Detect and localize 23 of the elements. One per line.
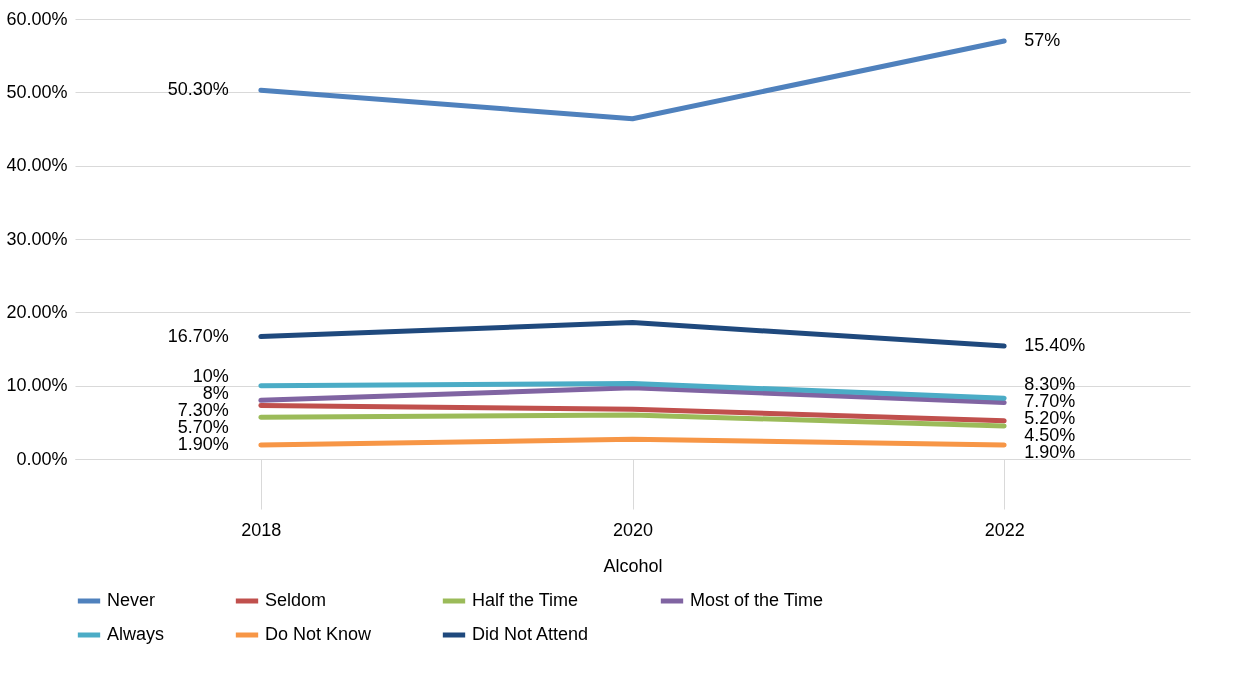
legend-label: Do Not Know <box>265 624 373 644</box>
legend-label: Half the Time <box>472 590 579 610</box>
x-axis-title: Alcohol <box>603 555 663 576</box>
y-tick-label: 50.00% <box>6 81 68 102</box>
legend-label: Never <box>107 590 156 610</box>
data-label: 1.90% <box>177 434 229 455</box>
y-tick-label: 0.00% <box>16 448 68 469</box>
x-tick-label: 2018 <box>241 519 282 540</box>
y-tick-label: 10.00% <box>6 375 68 396</box>
data-label: 16.70% <box>167 325 229 346</box>
x-tick-label: 2022 <box>984 519 1025 540</box>
y-tick-label: 60.00% <box>6 8 68 29</box>
y-tick-label: 30.00% <box>6 228 68 249</box>
data-label: 50.30% <box>167 79 229 100</box>
y-tick-label: 40.00% <box>6 155 68 176</box>
legend-label: Did Not Attend <box>472 624 589 644</box>
legend-label: Seldom <box>265 590 327 610</box>
legend-label: Always <box>107 624 165 644</box>
data-label: 57% <box>1024 30 1061 50</box>
y-tick-label: 20.00% <box>6 301 68 322</box>
legend-label: Most of the Time <box>690 590 824 610</box>
data-label: 15.40% <box>1024 335 1086 356</box>
x-tick-label: 2020 <box>612 519 654 540</box>
